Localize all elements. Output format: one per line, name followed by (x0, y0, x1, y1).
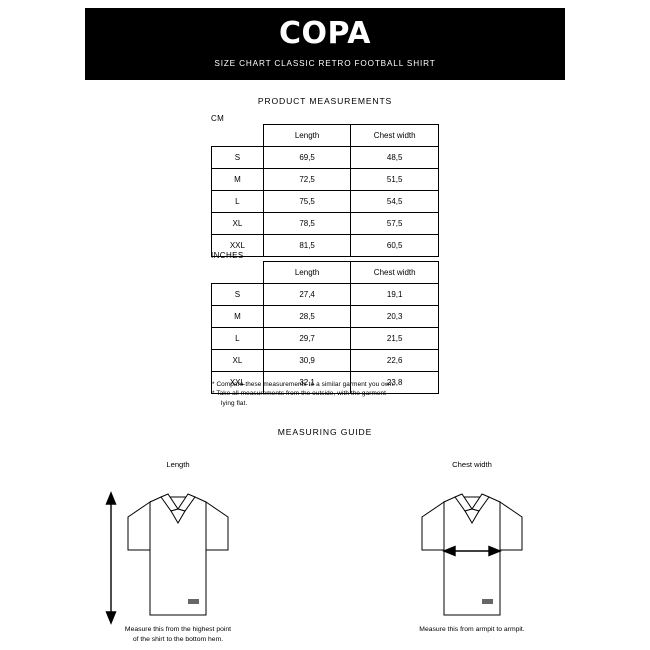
guide-chest-label: Chest width (452, 460, 492, 469)
unit-label-cm: CM (211, 114, 225, 123)
table-header-length: Length (262, 261, 352, 284)
cell-length: 69,5 (262, 146, 352, 169)
cell-length: 27,4 (262, 283, 352, 306)
length-measure-arrow-icon (105, 491, 117, 625)
footnotes: * Compare these measurements to a simila… (212, 380, 395, 408)
cell-size: L (211, 190, 264, 213)
table-header-blank (212, 262, 264, 284)
cell-chest: 21,5 (350, 327, 439, 350)
cell-chest: 23,8 (350, 371, 439, 394)
shirt-tag-icon (188, 599, 199, 604)
table-header-chest: Chest width (350, 261, 439, 284)
guide-length-caption-line1: Measure this from the highest point (124, 626, 232, 633)
cell-size: XL (211, 212, 264, 235)
table-header-row: Length Chest width (212, 261, 439, 284)
cell-chest: 19,1 (350, 283, 439, 306)
table-header-blank (212, 125, 264, 147)
table-header-row: Length Chest width (212, 124, 439, 147)
cell-length: 81,5 (262, 234, 352, 257)
table-header-length: Length (262, 124, 352, 147)
table-row: S 27,4 19,1 (211, 283, 439, 306)
cell-length: 75,5 (262, 190, 352, 213)
cell-size: S (211, 283, 264, 306)
product-measurements-title: PRODUCT MEASUREMENTS (257, 96, 393, 106)
cell-length: 30,9 (262, 349, 352, 372)
cell-chest: 54,5 (350, 190, 439, 213)
table-row: M 28,5 20,3 (211, 305, 439, 328)
table-header-chest: Chest width (350, 124, 439, 147)
cell-size: S (211, 146, 264, 169)
cell-chest: 48,5 (350, 146, 439, 169)
table-row: L 29,7 21,5 (211, 327, 439, 350)
footnote-line-3: lying flat. (221, 399, 248, 407)
shirt-diagram-chest-icon (421, 493, 523, 616)
cell-size: M (211, 168, 264, 191)
guide-length-label: Length (166, 460, 190, 469)
size-table-inches: Length Chest width S 27,4 19,1 M 28,5 20… (211, 261, 439, 394)
guide-length-caption-line2: of the shirt to the bottom hem. (132, 635, 224, 643)
guide-chest-caption: Measure this from armpit to armpit. (322, 625, 622, 635)
measuring-guide-title: MEASURING GUIDE (277, 427, 373, 437)
footnote-line-2: * Take all measurements from the outside… (212, 390, 387, 398)
header-banner: COPA SIZE CHART CLASSIC RETRO FOOTBALL S… (85, 8, 565, 80)
cell-length: 72,5 (262, 168, 352, 191)
cell-chest: 20,3 (350, 305, 439, 328)
cell-length: 78,5 (262, 212, 352, 235)
guide-chest-caption-line1: Measure this from armpit to armpit. (419, 626, 525, 633)
shirt-diagram-length-icon (105, 491, 229, 625)
table-row: L 75,5 54,5 (211, 190, 439, 213)
cell-chest: 22,6 (350, 349, 439, 372)
measuring-guide: Length (0, 450, 650, 650)
cell-chest: 57,5 (350, 212, 439, 235)
table-row: S 69,5 48,5 (211, 146, 439, 169)
unit-label-inches: INCHES (211, 251, 244, 260)
cell-size: XXL (211, 234, 264, 257)
table-row: XXL 81,5 60,5 (211, 234, 439, 257)
cell-chest: 51,5 (350, 168, 439, 191)
table-row: M 72,5 51,5 (211, 168, 439, 191)
cell-length: 28,5 (262, 305, 352, 328)
cell-chest: 60,5 (350, 234, 439, 257)
cell-size: XL (211, 349, 264, 372)
cell-length: 32,1 (262, 371, 352, 394)
chest-measure-arrow-icon (442, 545, 502, 557)
footnote-line-1: * Compare these measurements to a simila… (212, 381, 396, 388)
cell-size: L (211, 327, 264, 350)
table-row: XL 78,5 57,5 (211, 212, 439, 235)
table-row: XL 30,9 22,6 (211, 349, 439, 372)
guide-length-caption: Measure this from the highest point of t… (28, 625, 328, 645)
cell-size: M (211, 305, 264, 328)
cell-length: 29,7 (262, 327, 352, 350)
brand-logo: COPA (279, 16, 371, 52)
shirt-tag-icon (482, 599, 493, 604)
table-row: XXL 32,1 23,8 (211, 371, 439, 394)
header-subtitle: SIZE CHART CLASSIC RETRO FOOTBALL SHIRT (214, 59, 436, 69)
size-table-cm: Length Chest width S 69,5 48,5 M 72,5 51… (211, 124, 439, 257)
cell-size: XXL (211, 371, 264, 394)
